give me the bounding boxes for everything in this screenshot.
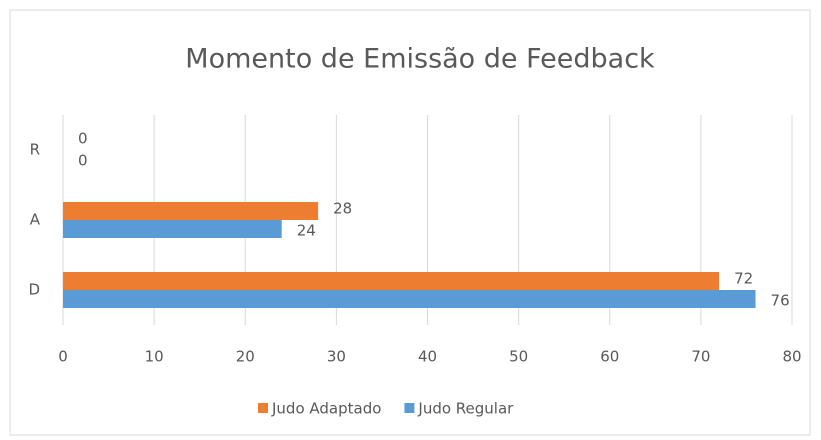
x-tick-label: 10 — [145, 348, 164, 366]
data-label: 0 — [78, 130, 88, 148]
data-label: 0 — [78, 152, 88, 170]
legend-label: Judo Regular — [417, 400, 514, 418]
y-tick-label: D — [28, 281, 40, 299]
data-label: 72 — [734, 270, 753, 288]
x-tick-label: 40 — [418, 348, 437, 366]
x-tick-label: 70 — [691, 348, 710, 366]
y-tick-label: R — [30, 141, 40, 159]
legend-label: Judo Adaptado — [271, 400, 381, 418]
bar — [63, 220, 282, 238]
chart-title: Momento de Emissão de Feedback — [185, 44, 655, 75]
x-tick-label: 30 — [327, 348, 346, 366]
data-label: 76 — [771, 292, 790, 310]
x-tick-label: 80 — [782, 348, 801, 366]
bar — [63, 272, 720, 290]
data-label: 24 — [297, 222, 316, 240]
x-tick-label: 50 — [509, 348, 528, 366]
legend-swatch — [404, 403, 415, 413]
x-tick-label: 60 — [600, 348, 619, 366]
y-tick-label: A — [30, 211, 41, 229]
bar — [63, 202, 319, 220]
x-tick-label: 20 — [236, 348, 255, 366]
bar — [63, 290, 756, 308]
legend-swatch — [258, 403, 268, 413]
x-tick-label: 0 — [58, 348, 68, 366]
data-label: 28 — [333, 200, 352, 218]
